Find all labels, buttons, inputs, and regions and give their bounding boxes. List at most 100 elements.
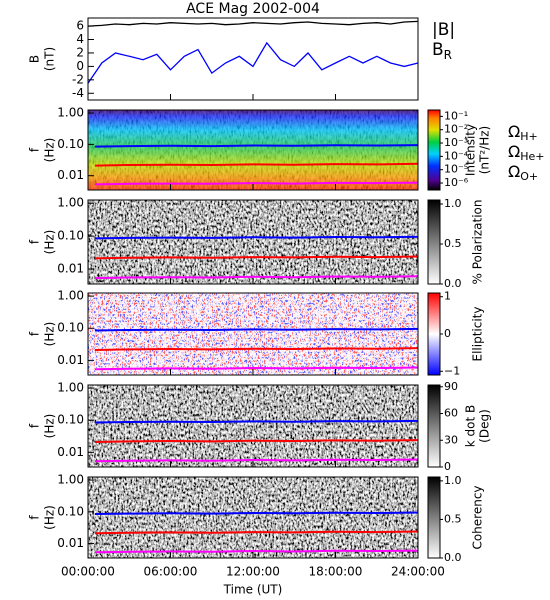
colorbar-label: Intensity (464, 124, 478, 176)
gyrofrequency-line (94, 366, 419, 371)
spectrogram-image (88, 477, 418, 558)
y-tick-label: 0.10 (57, 137, 84, 151)
colorbar-tick-label: 10⁻⁴ (444, 149, 469, 162)
y-tick-label: 1.00 (57, 196, 84, 210)
spectrogram-image (88, 200, 418, 284)
legend-name: B (432, 40, 444, 60)
gyrofrequency-line (94, 255, 419, 260)
x-tick-label: 00:00:00 (61, 565, 115, 579)
colorbar-tick-label: 1 (444, 290, 451, 303)
y-tick-label: 2 (76, 45, 84, 59)
gyrofrequency-line (94, 181, 419, 186)
y-tick-label: 1.00 (57, 473, 84, 487)
y-axis-label: f (28, 147, 42, 152)
gyrofrequency-line (94, 144, 419, 148)
legend-label: BR (432, 40, 452, 62)
y-tick-label: 0.01 (57, 353, 84, 367)
legend-subscript: He+ (520, 150, 544, 163)
y-tick-label: 1.00 (57, 289, 84, 303)
colorbar (427, 384, 441, 468)
colorbar (427, 292, 441, 376)
y-axis-label: B (28, 55, 42, 63)
colorbar-tick-label: 60 (444, 407, 458, 420)
y-tick-label: 0 (76, 59, 84, 73)
y-axis-label: (Hz) (43, 505, 57, 530)
y-axis-label: f (28, 423, 42, 428)
colorbar-tick-label: 0 (444, 327, 451, 340)
colorbar-label: Ellipticity (471, 307, 485, 362)
legend-name: |B| (432, 20, 455, 40)
colorbar (427, 109, 441, 191)
gyrofrequency-line (94, 327, 419, 332)
colorbar-tick-label: 1.0 (444, 474, 462, 487)
spectrogram-image (88, 385, 418, 467)
y-tick-label: 0.10 (57, 504, 84, 518)
y-tick-label: 1.00 (57, 381, 84, 395)
series-line (87, 41, 419, 84)
legend-name: Ω (508, 122, 520, 141)
gyrofrequency-line (94, 458, 419, 463)
x-axis-label: Time (UT) (223, 583, 283, 597)
colorbar (427, 476, 441, 559)
legend-name: Ω (508, 162, 520, 181)
colorbar-tick-label: 0.5 (444, 512, 462, 525)
y-tick-label: 0.10 (57, 321, 84, 335)
legend-label: |B| (432, 20, 455, 40)
y-axis-label: f (28, 331, 42, 336)
gyrofrequency-line (94, 439, 419, 443)
x-tick-label: 18:00:00 (309, 565, 363, 579)
y-tick-label: 1.00 (57, 106, 84, 120)
legend-label: ΩO+ (508, 162, 538, 184)
x-tick-label: 06:00:00 (144, 565, 198, 579)
colorbar-tick-label: 1.0 (444, 197, 462, 210)
gyrofrequency-line (94, 549, 419, 554)
gyrofrequency-line (94, 419, 419, 424)
y-tick-label: 0.10 (57, 229, 84, 243)
colorbar-tick-label: 10⁻⁵ (444, 163, 468, 176)
colorbar-tick-label: −1 (444, 364, 460, 377)
x-tick-label: 12:00:00 (226, 565, 280, 579)
colorbar-tick-label: 10⁻¹ (444, 109, 468, 122)
legend-label: ΩHe+ (508, 142, 545, 164)
y-tick-label: -4 (72, 86, 84, 100)
colorbar-tick-label: 30 (444, 433, 458, 446)
legend-name: Ω (508, 142, 520, 161)
y-tick-label: 0.01 (57, 261, 84, 275)
colorbar-tick-label: 10⁻³ (444, 136, 468, 149)
colorbar-tick-label: 0.5 (444, 237, 462, 250)
legend-subscript: H+ (520, 130, 538, 143)
y-tick-label: 0.10 (57, 413, 84, 427)
colorbar-label: (nT²/Hz) (478, 126, 492, 174)
y-axis-label: (nT) (43, 47, 57, 71)
spectrogram-image (88, 293, 418, 375)
y-tick-label: -2 (72, 72, 84, 86)
colorbar (427, 199, 441, 285)
y-tick-label: 6 (76, 19, 84, 33)
y-axis-label: (Hz) (43, 138, 57, 163)
colorbar-label: % Polarization (471, 200, 485, 285)
gyrofrequency-line (94, 275, 419, 280)
colorbar-tick-label: 0.0 (444, 277, 462, 290)
chart-title: ACE Mag 2002-004 (186, 1, 320, 17)
y-axis-label: (Hz) (43, 230, 57, 255)
y-tick-label: 0.01 (57, 536, 84, 550)
colorbar-tick-label: 0 (444, 460, 451, 473)
colorbar-label: Coherency (471, 485, 485, 549)
gyrofrequency-line (94, 347, 419, 351)
colorbar-tick-label: 0.0 (444, 551, 462, 564)
gyrofrequency-line (94, 511, 419, 515)
gyrofrequency-line (94, 162, 419, 167)
y-axis-label: f (28, 239, 42, 244)
y-axis-label: (Hz) (43, 322, 57, 347)
series-line (87, 20, 419, 27)
legend-subscript: R (444, 48, 452, 62)
colorbar-tick-label: 10⁻⁶ (444, 176, 469, 189)
spectrogram-texture (88, 110, 418, 190)
legend-subscript: O+ (520, 170, 538, 183)
legend-label: ΩH+ (508, 122, 538, 144)
colorbar-tick-label: 90 (444, 380, 458, 393)
colorbar-tick-label: 10⁻² (444, 123, 468, 136)
colorbar-label: (Deg) (478, 409, 492, 443)
colorbar-label: k dot B (464, 405, 478, 447)
